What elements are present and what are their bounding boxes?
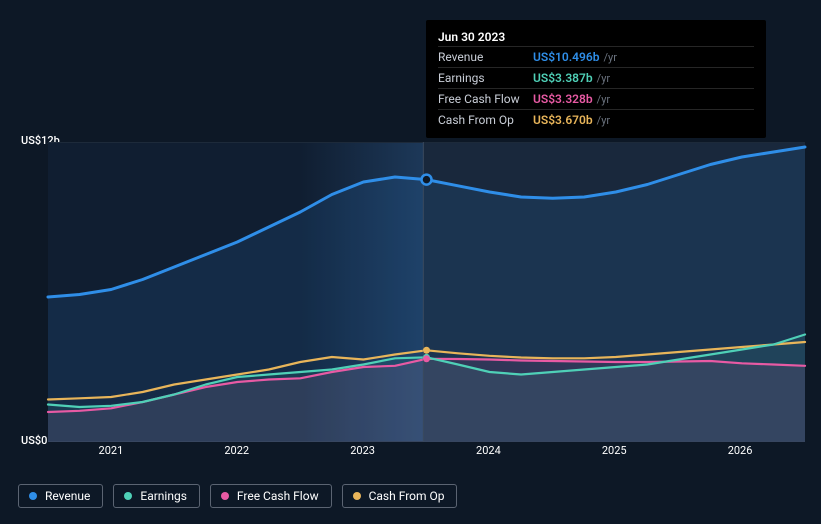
tooltip-value: US$3.387b (533, 71, 593, 85)
chart-plot-area[interactable] (48, 142, 805, 442)
tooltip-value: US$10.496b (533, 50, 600, 64)
legend-dot-icon (29, 492, 37, 500)
chart-legend: Revenue Earnings Free Cash Flow Cash From O… (18, 484, 457, 508)
tooltip-value: US$3.328b (533, 92, 593, 106)
x-tick-label: 2022 (174, 444, 300, 457)
tooltip-label: Cash From Op (438, 113, 533, 127)
marker-revenue (422, 175, 432, 185)
tooltip-date: Jun 30 2023 (438, 26, 754, 46)
chart-tooltip: Jun 30 2023 RevenueUS$10.496b/yrEarnings… (426, 20, 766, 138)
marker-cashop (423, 347, 430, 354)
legend-item-fcf[interactable]: Free Cash Flow (210, 484, 332, 508)
legend-item-cashop[interactable]: Cash From Op (342, 484, 458, 508)
x-tick-label: 2023 (300, 444, 426, 457)
legend-dot-icon (353, 492, 361, 500)
tooltip-unit: /yr (597, 93, 610, 106)
x-tick-label: 2026 (677, 444, 803, 457)
tooltip-label: Earnings (438, 71, 533, 85)
legend-dot-icon (124, 492, 132, 500)
tooltip-label: Free Cash Flow (438, 92, 533, 106)
legend-label: Earnings (140, 489, 187, 503)
tooltip-unit: /yr (597, 114, 610, 127)
tooltip-unit: /yr (604, 51, 617, 64)
x-axis: 202120222023202420252026 (48, 444, 803, 457)
legend-item-revenue[interactable]: Revenue (18, 484, 103, 508)
legend-dot-icon (221, 492, 229, 500)
tooltip-row-fcf: Free Cash FlowUS$3.328b/yr (438, 88, 754, 109)
x-tick-label: 2024 (425, 444, 551, 457)
tooltip-row-revenue: RevenueUS$10.496b/yr (438, 46, 754, 67)
legend-item-earnings[interactable]: Earnings (113, 484, 200, 508)
x-tick-label: 2021 (48, 444, 174, 457)
tooltip-label: Revenue (438, 50, 533, 64)
legend-label: Free Cash Flow (237, 489, 319, 503)
legend-label: Cash From Op (369, 489, 445, 503)
legend-label: Revenue (45, 489, 90, 503)
marker-fcf (423, 355, 430, 362)
tooltip-unit: /yr (597, 72, 610, 85)
tooltip-row-earnings: EarningsUS$3.387b/yr (438, 67, 754, 88)
x-tick-label: 2025 (551, 444, 677, 457)
tooltip-value: US$3.670b (533, 113, 593, 127)
tooltip-row-cashop: Cash From OpUS$3.670b/yr (438, 109, 754, 130)
y-tick-label: US$0 (21, 434, 47, 447)
